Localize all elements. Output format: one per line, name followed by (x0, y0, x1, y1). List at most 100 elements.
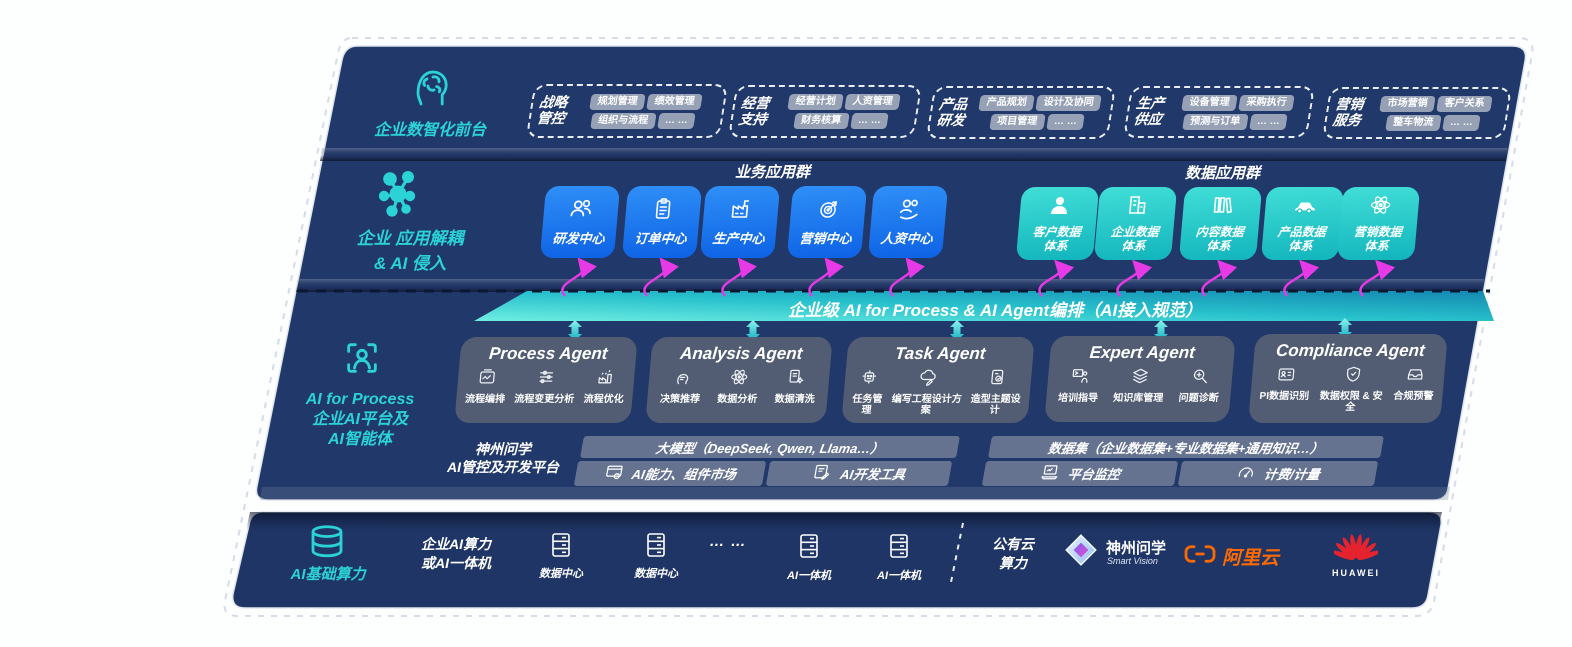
agent-item: 培训指导 (1057, 366, 1100, 404)
front-group-chips: 设备管理 采购执行 预测与订单 … … (1167, 94, 1306, 130)
smartvision-name-en: Smart Vision (1107, 556, 1158, 566)
agent-box-process: Process Agent 流程编排 流程变更分析 流程优化 (454, 337, 638, 423)
agent-item: 合规预警 (1393, 364, 1436, 402)
agent-title: Task Agent (894, 344, 987, 363)
front-chip: … … (849, 113, 890, 129)
front-chip: 组织与流程 (589, 112, 657, 129)
front-chip: 项目管理 (988, 114, 1046, 130)
module-market-icon (602, 463, 626, 484)
agent-item: PI数据识别 (1259, 364, 1312, 402)
data-box-label: 营销数据 体系 (1353, 224, 1403, 254)
front-chip: 整车物流 (1384, 114, 1442, 131)
data-box-label: 产品数据 体系 (1277, 224, 1327, 254)
agent-title: Process Agent (488, 344, 609, 363)
dataset-bar: 数据集（企业数据集+专业数据集+通用知识…） (988, 436, 1384, 458)
smartvision-logo (1062, 531, 1100, 574)
factory-icon (728, 197, 754, 224)
app-box-label: 研发中心 (551, 231, 606, 246)
agent-item: 编写工程设计方案 (887, 367, 968, 417)
front-group-supply: 生产 供应 设备管理 采购执行 预测与订单 … … (1122, 86, 1316, 138)
front-group-title: 经营 支持 (737, 94, 771, 127)
data-box-marketing: 营销数据 体系 (1336, 187, 1421, 260)
team-icon (567, 197, 595, 224)
data-box-customer: 客户数据 体系 (1015, 187, 1100, 260)
target-icon (815, 197, 841, 224)
atom-icon (1367, 193, 1393, 220)
node-label: 数据中心 (539, 568, 583, 580)
billing-cell: 计费/计量 (1177, 461, 1379, 486)
decouple-layer-title: 企业 应用解耦 & AI 侵入 (356, 229, 464, 273)
node-label: 数据中心 (634, 568, 678, 580)
front-chip: … … (656, 112, 697, 129)
car-icon (1290, 193, 1318, 220)
compute-layer-title: AI基础算力 (290, 566, 366, 583)
front-chip: … … (1045, 114, 1086, 130)
platform-title: 神州问学 AI管控及开发平台 (447, 441, 559, 476)
agent-title: Analysis Agent (679, 344, 804, 363)
agent-box-analysis: Analysis Agent 决策推荐 数据分析 数据清洗 (645, 337, 833, 423)
data-clean-icon (785, 367, 807, 391)
front-group-operation: 经营 支持 经营计划 人资管理 财务核算 … … (727, 85, 923, 138)
enterprise-compute-label: 企业AI算力 或AI一体机 (421, 536, 491, 571)
agent-item: 数据权限 & 安全 (1318, 364, 1386, 414)
front-chip: 产品规划 (978, 95, 1035, 111)
agent-title: Compliance Agent (1275, 341, 1426, 360)
agent-box-compliance: Compliance Agent PI数据识别 数据权限 & 安全 合规预警 (1248, 334, 1448, 423)
front-group-chips: 产品规划 设计及协同 项目管理 … … (970, 95, 1107, 130)
agent-item: 决策推荐 (659, 367, 702, 405)
aliyun-bracket-icon (1183, 543, 1217, 570)
app-box-label: 生产中心 (711, 231, 766, 246)
analysis-atom-icon (728, 367, 750, 391)
front-group-title: 战略 管控 (535, 94, 569, 126)
brain-head-icon (405, 60, 453, 115)
aliyun-logo: 阿里云 (1183, 543, 1279, 570)
front-group-chips: 经营计划 人资管理 财务核算 … … (772, 94, 913, 129)
front-group-title: 产品 研发 (935, 95, 969, 128)
cloud-pen-icon (918, 367, 940, 391)
gauge-icon (1234, 463, 1258, 484)
app-box-label: 订单中心 (633, 231, 688, 246)
app-box-label: 人资中心 (879, 231, 934, 246)
server-icon (797, 532, 821, 565)
front-chip: 采购执行 (1238, 94, 1295, 111)
front-group-product: 产品 研发 产品规划 设计及协同 项目管理 … … (925, 86, 1117, 139)
server-icon (887, 532, 911, 565)
style-design-icon (986, 367, 1008, 391)
agent-item: 知识库管理 (1113, 366, 1166, 404)
customer-icon (1046, 193, 1072, 220)
server-icon (644, 531, 668, 564)
business-apps-title: 业务应用群 (735, 164, 811, 181)
flow-optimize-icon (594, 367, 616, 391)
database-icon (306, 522, 348, 569)
node-label: AI一体机 (877, 570, 921, 582)
platform-monitor-cell: 平台监控 (981, 461, 1179, 486)
app-box-rd-center: 研发中心 (539, 186, 621, 258)
app-box-order-center: 订单中心 (621, 186, 703, 258)
huawei-logo: HUAWEI (1330, 527, 1382, 578)
app-box-production-center: 生产中心 (699, 186, 781, 258)
front-chip: 人资管理 (844, 94, 901, 110)
data-box-label: 客户数据 体系 (1032, 224, 1082, 254)
server-icon (549, 531, 573, 564)
front-chip: 规划管理 (589, 93, 646, 110)
data-box-label: 企业数据 体系 (1110, 224, 1160, 254)
front-chip: 财务核算 (792, 113, 850, 129)
agent-item: 数据清洗 (774, 367, 817, 405)
front-chip: 设计及协同 (1035, 95, 1102, 111)
data-box-product: 产品数据 体系 (1260, 187, 1345, 260)
app-box-label: 营销中心 (798, 231, 853, 246)
front-group-title: 营销 服务 (1331, 96, 1365, 128)
building-icon (1124, 193, 1150, 220)
ellipsis-nodes: … … (709, 533, 747, 550)
agent-box-expert: Expert Agent 培训指导 知识库管理 问题诊断 (1044, 336, 1236, 422)
training-icon (1069, 366, 1091, 390)
front-chip: … … (1248, 113, 1289, 130)
front-group-title: 生产 供应 (1132, 95, 1166, 127)
decision-icon (671, 367, 693, 391)
front-group-chips: 市场营销 客户关系 整车物流 … … (1366, 95, 1503, 131)
front-chip: 市场营销 (1379, 95, 1436, 112)
app-decouple-icon (374, 168, 422, 227)
front-chip: 设备管理 (1181, 94, 1238, 111)
smartvision-name-cn: 神州问学 (1106, 540, 1167, 557)
